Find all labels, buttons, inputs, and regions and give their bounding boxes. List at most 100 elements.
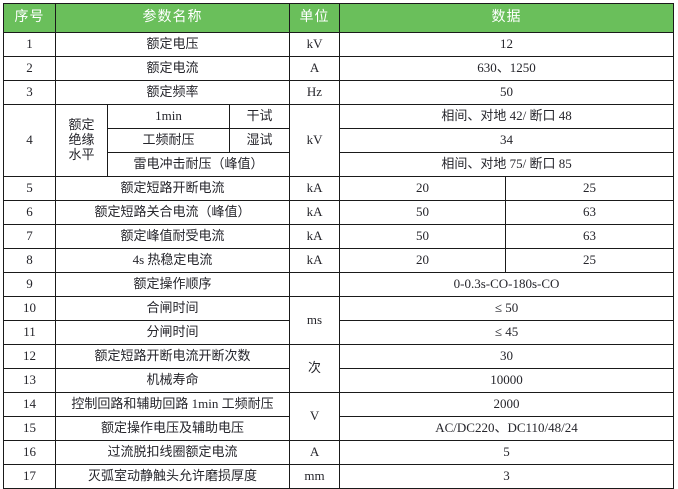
- row-param: 合闸时间: [54, 296, 291, 321]
- lightning-impulse-label: 雷电冲击耐压（峰值）: [106, 152, 291, 177]
- row-unit: [289, 272, 341, 297]
- table-row: 1 额定电压 kV 12: [3, 32, 675, 57]
- row-data: 3: [339, 464, 675, 489]
- insulation-level-label: 额定 绝缘 水平: [55, 104, 108, 177]
- row-no: 3: [3, 80, 56, 105]
- row-unit: mm: [289, 464, 341, 489]
- row-no: 16: [3, 440, 56, 465]
- table-header-row: 序号 参数名称 单位 数据: [3, 3, 675, 33]
- header-no: 序号: [3, 3, 56, 33]
- row-no: 1: [3, 32, 56, 57]
- row-no: 10: [3, 296, 56, 321]
- row-data: 30: [339, 344, 675, 369]
- table-row-insulation-dry: 4 额定 绝缘 水平 1min 干试 kV 相间、对地 42/ 断口 48: [3, 104, 675, 177]
- row-data: ≤ 45: [339, 320, 675, 345]
- table-row: 11 分闸时间 ≤ 45: [3, 320, 675, 345]
- insulation-label-line-2: 绝缘: [68, 132, 95, 148]
- row-param: 额定峰值耐受电流: [54, 224, 291, 249]
- table-row: 8 4s 热稳定电流 kA 20 25: [3, 248, 675, 273]
- lightning-impulse-data: 相间、对地 75/ 断口 85: [339, 152, 675, 177]
- specification-table: 序号 参数名称 单位 数据 1 额定电压 kV 12 2 额定电流 A 630、…: [3, 3, 675, 489]
- row-param: 额定短路开断电流开断次数: [54, 344, 291, 369]
- row-unit: 次: [289, 344, 341, 393]
- row-data-right: 25: [505, 248, 675, 273]
- header-unit: 单位: [289, 3, 341, 33]
- row-unit: ms: [289, 296, 341, 345]
- table-row: 12 额定短路开断电流开断次数 次 30: [3, 344, 675, 393]
- table-row: 15 额定操作电压及辅助电压 AC/DC220、DC110/48/24: [3, 416, 675, 441]
- row-param: 额定短路开断电流: [54, 176, 291, 201]
- row-unit: kV: [289, 104, 341, 177]
- power-frequency-label-1min: 1min: [107, 104, 230, 129]
- row-param: 4s 热稳定电流: [54, 248, 291, 273]
- row-data: 630、1250: [339, 56, 675, 81]
- row-no: 6: [3, 200, 56, 225]
- row-data: 10000: [339, 368, 675, 393]
- table-row: 6 额定短路关合电流（峰值） kA 50 63: [3, 200, 675, 225]
- row-no: 7: [3, 224, 56, 249]
- table-row: 3 额定频率 Hz 50: [3, 80, 675, 105]
- row-param: 灭弧室动静触头允许磨损厚度: [54, 464, 291, 489]
- row-data-right: 25: [505, 176, 675, 201]
- table-row: 9 额定操作顺序 0-0.3s-CO-180s-CO: [3, 272, 675, 297]
- wet-test-data: 34: [339, 128, 675, 153]
- table-row: 10 合闸时间 ms ≤ 50: [3, 296, 675, 345]
- table-row: 7 额定峰值耐受电流 kA 50 63: [3, 224, 675, 249]
- row-data-left: 50: [339, 224, 507, 249]
- insulation-label-line-1: 额定: [68, 117, 95, 133]
- wet-test-label: 湿试: [228, 128, 291, 153]
- row-data: ≤ 50: [339, 296, 675, 321]
- row-no: 5: [3, 176, 56, 201]
- table-row: 13 机械寿命 10000: [3, 368, 675, 393]
- row-data: 0-0.3s-CO-180s-CO: [339, 272, 675, 297]
- row-param: 控制回路和辅助回路 1min 工频耐压: [54, 392, 291, 417]
- table-row: 14 控制回路和辅助回路 1min 工频耐压 V 2000: [3, 392, 675, 441]
- row-no: 2: [3, 56, 56, 81]
- header-data: 数据: [339, 3, 675, 33]
- row-param: 额定电压: [54, 32, 291, 57]
- row-no: 8: [3, 248, 56, 273]
- row-param: 额定操作顺序: [54, 272, 291, 297]
- row-param: 额定频率: [54, 80, 291, 105]
- row-data: 12: [339, 32, 675, 57]
- row-unit: kA: [289, 224, 341, 249]
- row-data-left: 50: [339, 200, 507, 225]
- row-data: AC/DC220、DC110/48/24: [339, 416, 675, 441]
- dry-test-label: 干试: [228, 104, 291, 129]
- row-unit: kA: [289, 248, 341, 273]
- row-data-right: 63: [505, 224, 675, 249]
- row-no: 15: [3, 416, 56, 441]
- row-data-right: 63: [505, 200, 675, 225]
- row-no: 12: [3, 344, 56, 369]
- dry-test-data: 相间、对地 42/ 断口 48: [339, 104, 675, 129]
- row-data: 5: [339, 440, 675, 465]
- row-param: 额定操作电压及辅助电压: [54, 416, 291, 441]
- row-param: 额定短路关合电流（峰值）: [54, 200, 291, 225]
- row-data: 50: [339, 80, 675, 105]
- header-param: 参数名称: [54, 3, 291, 33]
- table-row: 5 额定短路开断电流 kA 20 25: [3, 176, 675, 201]
- row-unit: kV: [289, 32, 341, 57]
- row-no: 4: [3, 104, 56, 177]
- row-unit: V: [289, 392, 341, 441]
- table-row: 2 额定电流 A 630、1250: [3, 56, 675, 81]
- row-no: 17: [3, 464, 56, 489]
- table-row-lightning-impulse: 雷电冲击耐压（峰值） 相间、对地 75/ 断口 85: [4, 152, 675, 177]
- row-unit: A: [289, 56, 341, 81]
- row-param: 额定电流: [54, 56, 291, 81]
- row-no: 9: [3, 272, 56, 297]
- table-row: 17 灭弧室动静触头允许磨损厚度 mm 3: [3, 464, 675, 489]
- row-param: 过流脱扣线圈额定电流: [54, 440, 291, 465]
- row-no: 11: [3, 320, 56, 345]
- row-data-left: 20: [339, 248, 507, 273]
- row-no: 13: [3, 368, 56, 393]
- insulation-label-line-3: 水平: [68, 146, 95, 162]
- row-unit: kA: [289, 200, 341, 225]
- row-no: 14: [3, 392, 56, 417]
- table-row: 16 过流脱扣线圈额定电流 A 5: [3, 440, 675, 465]
- row-unit: Hz: [289, 80, 341, 105]
- row-unit: A: [289, 440, 341, 465]
- power-frequency-label-withstand: 工频耐压: [107, 128, 230, 153]
- row-data: 2000: [339, 392, 675, 417]
- row-unit: kA: [289, 176, 341, 201]
